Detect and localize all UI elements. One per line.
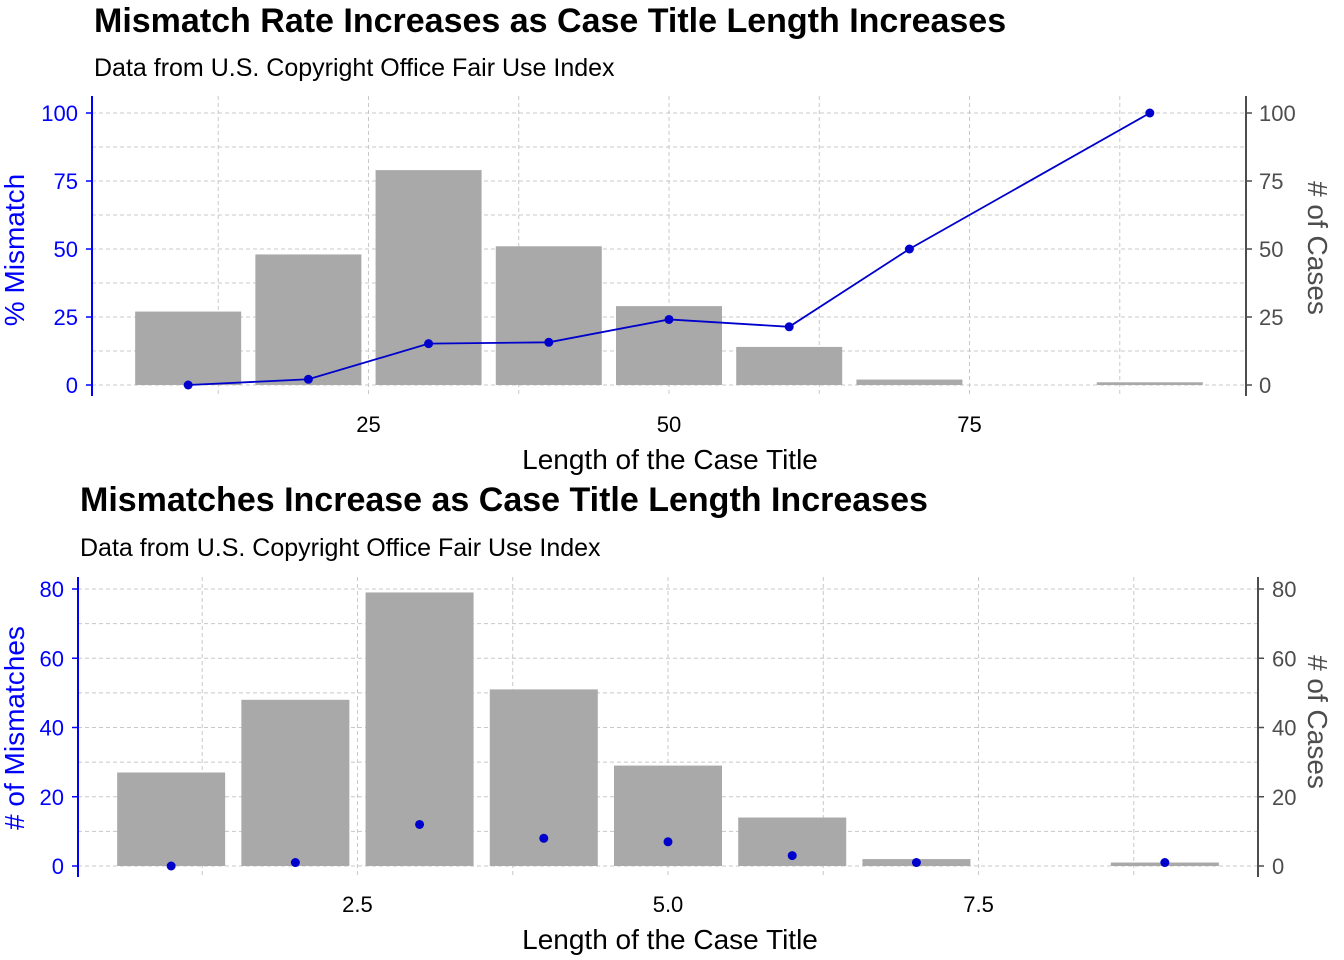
bar: [375, 170, 482, 385]
chart-subtitle: Data from U.S. Copyright Office Fair Use…: [80, 534, 601, 562]
data-point: [1145, 108, 1155, 118]
y-tick-label-right: 0: [1259, 373, 1271, 398]
y-tick-label-right: 20: [1272, 785, 1296, 810]
bar: [135, 311, 242, 385]
bar: [241, 699, 350, 866]
x-tick-label: 2.5: [342, 892, 373, 917]
y-tick-label-left: 100: [41, 101, 78, 126]
y-tick-label-left: 25: [54, 305, 78, 330]
data-point: [904, 244, 914, 254]
mismatch-line: [188, 112, 1151, 386]
bar: [856, 379, 963, 385]
y-tick-label-right: 80: [1272, 577, 1296, 602]
data-point: [911, 858, 921, 868]
y-tick-label-left: 80: [40, 577, 64, 602]
y-tick-label-right: 50: [1259, 237, 1283, 262]
chart-subtitle: Data from U.S. Copyright Office Fair Use…: [94, 54, 615, 82]
x-tick-label: 7.5: [963, 892, 994, 917]
bar: [117, 772, 226, 866]
data-point: [539, 833, 549, 843]
y-tick-label-left: 20: [40, 785, 64, 810]
y-tick-label-right: 75: [1259, 169, 1283, 194]
x-axis-title: Length of the Case Title: [522, 444, 818, 475]
data-point: [1160, 858, 1170, 868]
bar: [736, 346, 843, 385]
bars: [135, 170, 1203, 385]
y-axis-right-title: # of Cases: [1302, 181, 1333, 315]
points: [166, 819, 1170, 871]
data-point: [290, 858, 300, 868]
y-tick-label-left: 60: [40, 646, 64, 671]
panel-mismatch-rate: Mismatch Rate Increases as Case Title Le…: [0, 2, 1333, 475]
bar: [255, 254, 362, 385]
data-point: [663, 837, 673, 847]
y-axis-right-title: # of Cases: [1302, 655, 1333, 789]
data-point: [166, 861, 176, 871]
data-point: [424, 339, 434, 349]
data-point: [664, 314, 674, 324]
panel-mismatch-count: Mismatches Increase as Case Title Length…: [0, 481, 1333, 955]
y-axis-left-title: % Mismatch: [0, 174, 30, 326]
data-point: [787, 851, 797, 861]
x-tick-label: 75: [957, 412, 981, 437]
y-tick-label-left: 40: [40, 716, 64, 741]
y-tick-label-right: 100: [1259, 101, 1296, 126]
bar: [614, 765, 722, 866]
bar: [495, 246, 602, 385]
y-tick-label-right: 40: [1272, 716, 1296, 741]
data-point: [415, 819, 425, 829]
y-tick-label-right: 25: [1259, 305, 1283, 330]
axes: 0 0 25 25 50 50 75 75 100 100 25 50 75: [41, 96, 1296, 437]
x-tick-label: 50: [657, 412, 681, 437]
points: [183, 108, 1155, 390]
y-tick-label-right: 0: [1272, 854, 1284, 879]
line-series: [188, 112, 1151, 386]
y-tick-label-left: 75: [54, 169, 78, 194]
y-tick-label-left: 0: [52, 854, 64, 879]
y-axis-left-title: # of Mismatches: [0, 626, 30, 830]
data-point: [183, 380, 193, 390]
data-point: [544, 337, 554, 347]
data-point: [303, 374, 313, 384]
bar: [1096, 382, 1203, 385]
x-tick-label: 25: [356, 412, 380, 437]
y-tick-label-left: 50: [54, 237, 78, 262]
x-tick-label: 5.0: [653, 892, 684, 917]
data-point: [784, 322, 794, 332]
x-axis-title: Length of the Case Title: [522, 924, 818, 955]
chart-title: Mismatch Rate Increases as Case Title Le…: [94, 2, 1006, 40]
y-tick-label-right: 60: [1272, 646, 1296, 671]
axes: 0 0 20 20 40 40 60 60 80 80 2.5 5.0 7.5: [40, 577, 1296, 917]
chart-title: Mismatches Increase as Case Title Length…: [80, 481, 928, 519]
y-tick-label-left: 0: [66, 373, 78, 398]
